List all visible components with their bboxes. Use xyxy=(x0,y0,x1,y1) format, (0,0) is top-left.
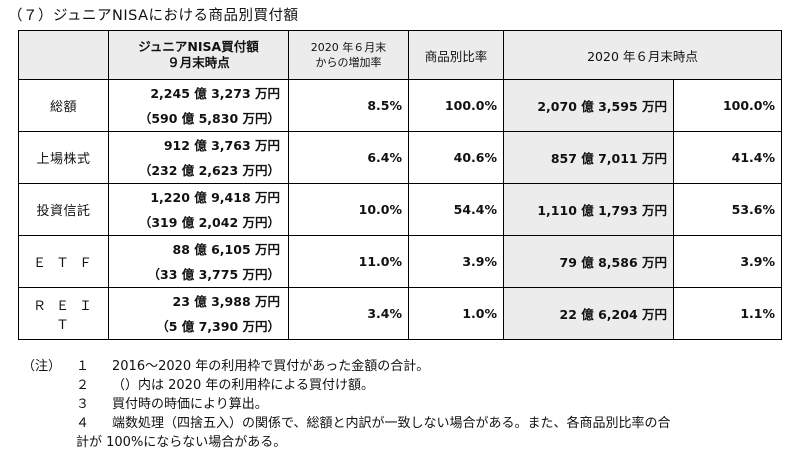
notes: （注） １ 2016～2020 年の利用枠で買付があった金額の合計。 ２ （）内… xyxy=(22,357,792,452)
purchase-amount-cell: 88 億 6,105 万円 （33 億 3,775 万円） xyxy=(108,235,289,288)
purchase-amount-cell: 23 億 3,988 万円 （5 億 7,390 万円） xyxy=(108,287,289,340)
header-growth-rate-line1: 2020 年６月末 xyxy=(310,41,387,54)
table-row: ＲＥＩＴ 23 億 3,988 万円 （5 億 7,390 万円） 3.4% 1… xyxy=(18,287,783,340)
purchase-amount: 1,220 億 9,418 万円 xyxy=(150,189,280,205)
product-ratio: 54.4% xyxy=(408,183,504,236)
june-amount: 1,110 億 1,793 万円 xyxy=(503,183,674,236)
june-ratio: 3.9% xyxy=(672,235,783,288)
product-ratio: 100.0% xyxy=(408,79,504,132)
growth-rate: 11.0% xyxy=(288,235,409,288)
purchase-amount: 88 億 6,105 万円 xyxy=(172,241,281,257)
notes-mark: （注） xyxy=(22,359,62,374)
growth-rate: 3.4% xyxy=(288,287,409,340)
row-label: 上場株式 xyxy=(18,131,109,184)
growth-rate: 6.4% xyxy=(288,131,409,184)
note-continuation-text: 計が 100%にならない場合がある。 xyxy=(76,435,287,450)
header-purchase-amount-line1: ジュニアNISA買付額 xyxy=(138,39,259,54)
purchase-amount-cell: 2,245 億 3,273 万円 （590 億 5,830 万円） xyxy=(108,79,289,132)
note-item: ２ （）内は 2020 年の利用枠による買付け額。 xyxy=(22,376,792,395)
header-growth-rate: 2020 年６月末 からの増加率 xyxy=(288,30,409,80)
purchase-amount-cell: 1,220 億 9,418 万円 （319 億 2,042 万円） xyxy=(108,183,289,236)
note-item: （注） １ 2016～2020 年の利用枠で買付があった金額の合計。 xyxy=(22,357,792,376)
june-ratio: 100.0% xyxy=(672,79,783,132)
june-amount: 857 億 7,011 万円 xyxy=(503,131,674,184)
purchase-amount-cell: 912 億 3,763 万円 （232 億 2,623 万円） xyxy=(108,131,289,184)
june-ratio: 53.6% xyxy=(672,183,783,236)
purchase-amount: 2,245 億 3,273 万円 xyxy=(150,85,280,101)
table-row: ＥＴＦ 88 億 6,105 万円 （33 億 3,775 万円） 11.0% … xyxy=(18,235,783,288)
purchase-amount: 912 億 3,763 万円 xyxy=(163,137,280,153)
row-label: 投資信託 xyxy=(18,183,109,236)
table-row: 投資信託 1,220 億 9,418 万円 （319 億 2,042 万円） 1… xyxy=(18,183,783,236)
note-number: ４ xyxy=(76,416,90,431)
header-blank xyxy=(18,30,109,80)
table-row: 総額 2,245 億 3,273 万円 （590 億 5,830 万円） 8.5… xyxy=(18,79,783,132)
june-amount: 2,070 億 3,595 万円 xyxy=(503,79,674,132)
june-ratio: 1.1% xyxy=(672,287,783,340)
nisa-purchase-table: ジュニアNISA買付額 ９月末時点 2020 年６月末 からの増加率 商品別比率… xyxy=(18,30,783,340)
header-product-ratio: 商品別比率 xyxy=(408,30,504,80)
product-ratio: 1.0% xyxy=(408,287,504,340)
note-text: 買付時の時価により算出。 xyxy=(112,397,268,412)
purchase-amount-2020: （319 億 2,042 万円） xyxy=(138,214,280,230)
header-growth-rate-line2: からの増加率 xyxy=(315,56,382,69)
note-item: ３ 買付時の時価により算出。 xyxy=(22,395,792,414)
growth-rate: 10.0% xyxy=(288,183,409,236)
product-ratio: 40.6% xyxy=(408,131,504,184)
growth-rate: 8.5% xyxy=(288,79,409,132)
table-row: 上場株式 912 億 3,763 万円 （232 億 2,623 万円） 6.4… xyxy=(18,131,783,184)
purchase-amount-2020: （590 億 5,830 万円） xyxy=(138,110,280,126)
purchase-amount: 23 億 3,988 万円 xyxy=(172,293,281,309)
product-ratio: 3.9% xyxy=(408,235,504,288)
note-item: ４ 端数処理（四捨五入）の関係で、総額と内訳が一致しない場合がある。また、各商品… xyxy=(22,414,792,433)
row-label: ＥＴＦ xyxy=(18,235,109,288)
note-number: ３ xyxy=(76,397,90,412)
note-text: 端数処理（四捨五入）の関係で、総額と内訳が一致しない場合がある。また、各商品別比… xyxy=(112,416,671,431)
june-amount: 79 億 8,586 万円 xyxy=(503,235,674,288)
purchase-amount-2020: （232 億 2,623 万円） xyxy=(138,162,280,178)
note-text: 2016～2020 年の利用枠で買付があった金額の合計。 xyxy=(112,359,430,374)
note-number: ２ xyxy=(76,378,90,393)
row-label: 総額 xyxy=(18,79,109,132)
note-number: １ xyxy=(76,359,90,374)
row-label: ＲＥＩＴ xyxy=(18,287,109,340)
header-purchase-amount-line2: ９月末時点 xyxy=(167,55,230,70)
section-title: （７）ジュニアNISAにおける商品別買付額 xyxy=(8,8,299,24)
header-purchase-amount: ジュニアNISA買付額 ９月末時点 xyxy=(108,30,289,80)
june-ratio: 41.4% xyxy=(672,131,783,184)
table-header-row: ジュニアNISA買付額 ９月末時点 2020 年６月末 からの増加率 商品別比率… xyxy=(18,30,783,80)
purchase-amount-2020: （5 億 7,390 万円） xyxy=(156,318,280,334)
header-june-end: 2020 年６月末時点 xyxy=(502,30,783,80)
note-text: （）内は 2020 年の利用枠による買付け額。 xyxy=(112,378,374,393)
purchase-amount-2020: （33 億 3,775 万円） xyxy=(147,266,281,282)
june-amount: 22 億 6,204 万円 xyxy=(503,287,674,340)
note-continuation: 計が 100%にならない場合がある。 xyxy=(22,433,792,452)
